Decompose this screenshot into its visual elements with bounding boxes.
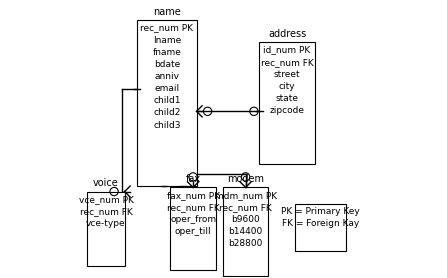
Bar [259,42,315,164]
Bar [87,192,125,266]
Text: voice: voice [93,178,119,188]
Bar [170,187,216,270]
Text: fax_num PK
rec_num FK
oper_from
oper_till: fax_num PK rec_num FK oper_from oper_til… [167,191,219,236]
Text: mdm_num PK
rec_num FK
b9600
b14400
b28800: mdm_num PK rec_num FK b9600 b14400 b2880… [215,191,277,248]
Text: PK = Primary Key
FK = Foreign Kay: PK = Primary Key FK = Foreign Kay [281,207,360,229]
Bar [223,187,269,276]
Text: vce_num PK
rec_num FK
vce-type: vce_num PK rec_num FK vce-type [79,195,133,228]
Text: name: name [153,7,181,17]
Text: rec_num PK
lname
fname
bdate
anniv
email
child1
child2
child3: rec_num PK lname fname bdate anniv email… [140,23,193,130]
Text: address: address [268,29,306,39]
Text: modem: modem [227,174,264,184]
Text: id_num PK
rec_num FK
street
city
state
zipcode: id_num PK rec_num FK street city state z… [261,46,313,115]
Bar [137,20,197,186]
Text: fax: fax [186,174,201,184]
Bar [295,204,346,251]
